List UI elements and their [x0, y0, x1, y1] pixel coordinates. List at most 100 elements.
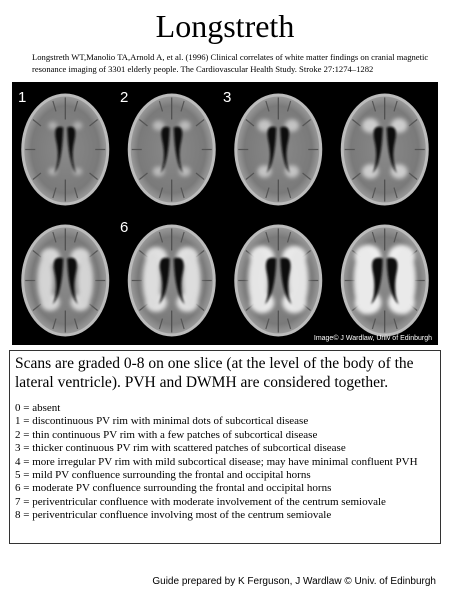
lesion: [179, 120, 191, 131]
lesion: [390, 164, 408, 179]
lesions: [152, 120, 191, 177]
sulcus: [180, 100, 185, 112]
lesion: [48, 167, 58, 176]
lesion: [362, 164, 379, 179]
lesion: [182, 252, 201, 309]
sulcus: [89, 172, 98, 180]
lesions: [353, 244, 416, 315]
ventricle: [372, 126, 383, 174]
brain: [237, 96, 320, 203]
brain-scan: [127, 224, 216, 337]
brain-scan: [21, 93, 110, 206]
sulcus: [158, 187, 164, 199]
sulcus: [265, 187, 270, 199]
sulcus: [73, 187, 79, 199]
lesion: [390, 118, 408, 133]
sulcus: [32, 250, 42, 258]
ventricles: [160, 126, 184, 174]
lesions: [48, 121, 83, 176]
sulcus: [52, 100, 57, 112]
lesion: [257, 165, 272, 178]
brain-scan: [340, 93, 429, 206]
brain: [130, 96, 213, 203]
lesions: [362, 118, 408, 179]
sulcus: [408, 172, 418, 180]
sulcus: [352, 172, 361, 180]
sulcus: [158, 318, 164, 330]
grading-box: Scans are graded 0-8 on one slice (at th…: [9, 350, 441, 544]
sulcus: [286, 318, 292, 330]
brain: [24, 96, 107, 203]
lesion: [152, 120, 165, 131]
grade-item: 0 = absent: [15, 402, 61, 414]
lesion: [48, 121, 58, 130]
sulcus: [408, 119, 418, 127]
grade-item: 6 = moderate PV confluence surrounding t…: [15, 482, 332, 495]
sulcus: [73, 100, 79, 112]
citation: Longstreth WT,Manolio TA,Arnold A, et al…: [32, 52, 429, 74]
scan-label: 1: [18, 89, 26, 106]
footer: Guide prepared by K Ferguson, J Wardlaw …: [152, 576, 436, 587]
lesion: [73, 121, 83, 130]
sulcus: [89, 303, 98, 311]
brain-scan: [234, 224, 323, 337]
scan-panel: 1 2 3 6 Image© J Wardlaw, Univ of Edinbu…: [12, 82, 438, 345]
scan-label: 6: [120, 219, 128, 236]
ventricle: [266, 126, 277, 174]
ventricle: [264, 257, 277, 305]
sulcus: [371, 100, 377, 112]
brain-scans: [21, 93, 429, 337]
sulcus: [52, 187, 57, 199]
lesion: [73, 167, 83, 176]
sulcus: [32, 119, 42, 127]
scan-label: 3: [223, 89, 231, 106]
sulcus: [180, 187, 185, 199]
ventricles: [54, 126, 77, 174]
sulcus: [302, 119, 311, 127]
sulcus: [32, 172, 42, 180]
sulcus: [195, 119, 205, 127]
brain-scan: [21, 224, 110, 337]
grade-list: 0 = absent 1 = discontinuous PV rim with …: [15, 402, 435, 523]
lesion: [285, 165, 300, 178]
ventricles: [370, 257, 399, 305]
lesion: [257, 119, 272, 132]
sulcus: [180, 231, 185, 243]
lesion: [37, 255, 54, 306]
lesion: [353, 246, 376, 315]
lesions: [257, 119, 300, 178]
ventricle: [386, 126, 397, 174]
sulcus: [73, 318, 79, 330]
brain-scan: [234, 93, 323, 206]
ventricle: [67, 126, 77, 174]
lesions: [248, 245, 309, 314]
lesion: [288, 249, 309, 312]
image-credit: Image© J Wardlaw, Univ of Edinburgh: [314, 334, 432, 342]
sulcus: [302, 172, 311, 180]
sulcus: [286, 187, 292, 199]
ventricles: [158, 257, 185, 305]
ventricles: [264, 257, 292, 305]
ventricle: [67, 257, 78, 305]
ventricles: [266, 126, 291, 174]
ventricle: [280, 126, 291, 174]
grade-item: 1 = discontinuous PV rim with minimal do…: [15, 415, 309, 428]
ventricle: [173, 257, 185, 305]
lesion: [77, 255, 94, 306]
sulcus: [286, 100, 292, 112]
description: Scans are graded 0-8 on one slice (at th…: [15, 355, 414, 391]
ventricle: [173, 126, 184, 174]
sulcus: [32, 303, 42, 311]
grade-item: 7 = periventricular confluence with mode…: [15, 495, 386, 508]
scan-label: 2: [120, 89, 128, 106]
lesion: [248, 249, 269, 312]
sulcus: [286, 231, 292, 243]
ventricles: [52, 257, 78, 305]
sulcus: [158, 231, 164, 243]
lesion: [285, 119, 300, 132]
ventricle: [54, 126, 64, 174]
sulcus: [265, 100, 270, 112]
sulcus: [158, 100, 164, 112]
sulcus: [393, 231, 398, 243]
ventricle: [158, 257, 170, 305]
